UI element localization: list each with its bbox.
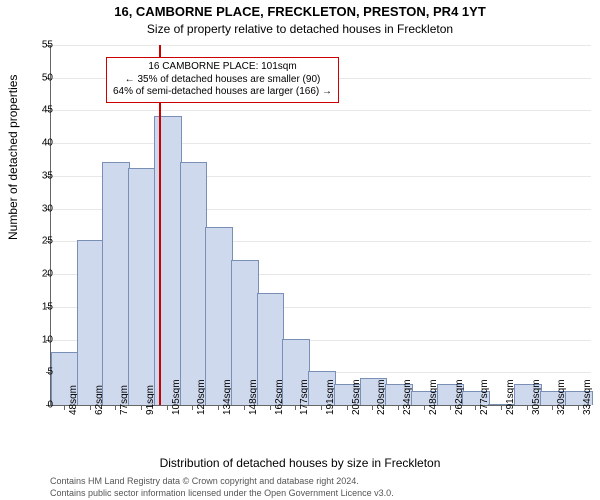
ytick-label: 10: [23, 334, 53, 345]
ytick-label: 35: [23, 170, 53, 181]
histogram-bar: [205, 227, 233, 405]
xtick-mark: [192, 405, 193, 410]
xtick-mark: [295, 405, 296, 410]
histogram-bar: [102, 162, 130, 405]
xtick-mark: [578, 405, 579, 410]
xtick-mark: [501, 405, 502, 410]
ytick-label: 20: [23, 269, 53, 280]
ytick-label: 55: [23, 40, 53, 51]
xtick-mark: [64, 405, 65, 410]
xtick-mark: [552, 405, 553, 410]
gridline: [51, 45, 591, 46]
ytick-label: 5: [23, 367, 53, 378]
xtick-mark: [141, 405, 142, 410]
histogram-chart: 16, CAMBORNE PLACE, FRECKLETON, PRESTON,…: [0, 0, 600, 500]
xtick-mark: [424, 405, 425, 410]
xtick-label: 334sqm: [582, 379, 593, 415]
xtick-mark: [270, 405, 271, 410]
xtick-mark: [167, 405, 168, 410]
chart-title-main: 16, CAMBORNE PLACE, FRECKLETON, PRESTON,…: [0, 4, 600, 19]
callout-line1: 16 CAMBORNE PLACE: 101sqm: [113, 61, 332, 74]
ytick-label: 15: [23, 301, 53, 312]
xtick-mark: [115, 405, 116, 410]
ytick-label: 45: [23, 105, 53, 116]
xtick-mark: [372, 405, 373, 410]
ytick-label: 0: [23, 400, 53, 411]
footer-line2: Contains public sector information licen…: [50, 488, 394, 498]
ytick-label: 30: [23, 203, 53, 214]
callout-line3: 64% of semi-detached houses are larger (…: [113, 86, 332, 99]
histogram-bar: [180, 162, 208, 405]
callout-line2: ← 35% of detached houses are smaller (90…: [113, 74, 332, 87]
ytick-label: 40: [23, 138, 53, 149]
xtick-mark: [475, 405, 476, 410]
xtick-mark: [321, 405, 322, 410]
gridline: [51, 110, 591, 111]
xtick-mark: [218, 405, 219, 410]
histogram-bar: [77, 240, 105, 405]
callout-box: 16 CAMBORNE PLACE: 101sqm ← 35% of detac…: [106, 57, 339, 103]
xtick-mark: [244, 405, 245, 410]
y-axis-label: Number of detached properties: [6, 75, 20, 240]
xtick-mark: [90, 405, 91, 410]
chart-title-sub: Size of property relative to detached ho…: [0, 22, 600, 36]
gridline: [51, 143, 591, 144]
xtick-label: 277sqm: [479, 379, 490, 415]
xtick-mark: [527, 405, 528, 410]
xtick-mark: [450, 405, 451, 410]
footer-line1: Contains HM Land Registry data © Crown c…: [50, 476, 359, 486]
x-axis-label: Distribution of detached houses by size …: [0, 456, 600, 470]
plot-area: 48sqm62sqm77sqm91sqm105sqm120sqm134sqm14…: [50, 45, 591, 406]
histogram-bar: [128, 168, 156, 405]
histogram-bar: [154, 116, 182, 405]
xtick-mark: [347, 405, 348, 410]
ytick-label: 25: [23, 236, 53, 247]
xtick-mark: [398, 405, 399, 410]
ytick-label: 50: [23, 72, 53, 83]
